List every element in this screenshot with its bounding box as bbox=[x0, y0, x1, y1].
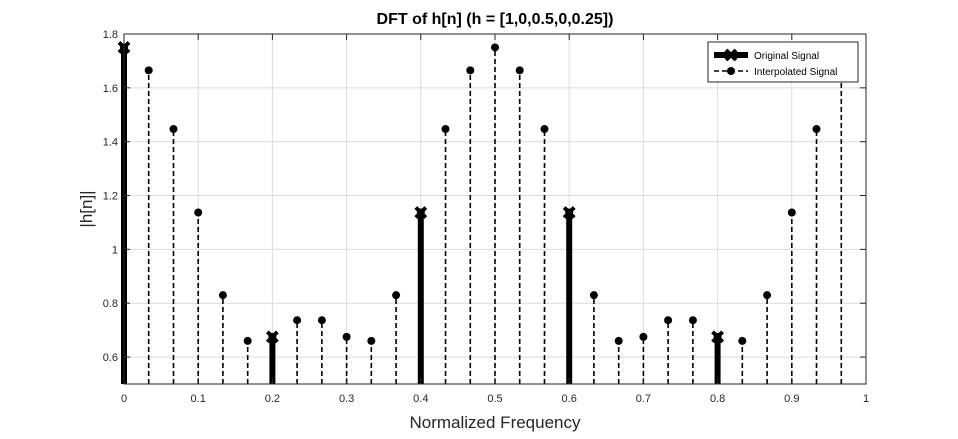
interpolated-point bbox=[515, 66, 524, 75]
interpolated-point bbox=[688, 316, 697, 325]
interpolated-point bbox=[169, 125, 178, 134]
original-point-x-marker bbox=[711, 330, 725, 344]
y-tick-label: 0.8 bbox=[103, 298, 118, 310]
interpolated-point bbox=[491, 43, 499, 52]
x-tick-label: 0.5 bbox=[487, 393, 502, 405]
x-tick-label: 0 bbox=[121, 393, 127, 405]
interpolated-point bbox=[144, 66, 153, 75]
x-tick-label: 0.1 bbox=[191, 393, 206, 405]
original-point-x-marker bbox=[562, 206, 576, 219]
interpolated-point bbox=[342, 332, 351, 341]
legend-box bbox=[707, 41, 859, 83]
x-tick-label: 0.4 bbox=[413, 393, 428, 405]
interpolated-point bbox=[293, 316, 302, 325]
x-axis-label: Normalized Frequency bbox=[409, 413, 581, 432]
y-tick-label: 1.6 bbox=[103, 83, 118, 95]
y-tick-label: 1.2 bbox=[103, 191, 118, 203]
interpolated-point bbox=[763, 291, 772, 300]
y-tick-label: 1 bbox=[112, 244, 118, 256]
interpolated-point bbox=[589, 291, 598, 300]
original-point-x-marker bbox=[265, 330, 279, 344]
interpolated-point bbox=[466, 66, 475, 75]
interpolated-point bbox=[243, 336, 252, 345]
interpolated-point bbox=[367, 336, 376, 345]
legend: Original Signal Interpolated Signal bbox=[707, 41, 859, 83]
y-tick-label: 1.4 bbox=[103, 137, 118, 149]
interpolated-point bbox=[392, 291, 401, 300]
x-tick-label: 0.3 bbox=[339, 393, 354, 405]
legend-label-original: Original Signal bbox=[754, 51, 819, 62]
chart-title: DFT of h[n] (h = [1,0,0.5,0,0.25]) bbox=[377, 11, 614, 28]
y-tick-label: 1.8 bbox=[103, 29, 118, 41]
legend-label-interpolated: Interpolated Signal bbox=[754, 67, 837, 78]
interpolated-point bbox=[194, 208, 203, 217]
interpolated-point bbox=[614, 336, 623, 345]
x-tick-label: 0.8 bbox=[710, 393, 725, 405]
x-tick-label: 0.6 bbox=[562, 393, 577, 405]
original-point-x-marker bbox=[414, 206, 428, 219]
interpolated-point bbox=[812, 125, 821, 134]
interpolated-point bbox=[639, 332, 648, 341]
interpolated-point bbox=[441, 125, 450, 134]
y-tick-label: 0.6 bbox=[103, 352, 118, 364]
y-axis-label: |h[n]| bbox=[77, 190, 96, 227]
x-tick-label: 0.2 bbox=[265, 393, 280, 405]
interpolated-point bbox=[540, 125, 549, 134]
axis-ticks: 0 0.1 0.2 0.3 0.4 0.5 0.6 0.7 0.8 0.9 1 0.6 0.8 1 1.2 1… bbox=[103, 29, 869, 405]
interpolated-point bbox=[664, 316, 673, 325]
x-tick-label: 0.7 bbox=[636, 393, 651, 405]
interpolated-point bbox=[738, 336, 747, 345]
legend-original-marker bbox=[724, 48, 738, 62]
x-tick-label: 1 bbox=[863, 393, 869, 405]
x-tick-label: 0.9 bbox=[784, 393, 799, 405]
interpolated-point bbox=[317, 316, 326, 325]
interpolated-point bbox=[218, 291, 227, 300]
interpolated-point bbox=[787, 208, 796, 217]
legend-interpolated-marker bbox=[727, 67, 735, 75]
